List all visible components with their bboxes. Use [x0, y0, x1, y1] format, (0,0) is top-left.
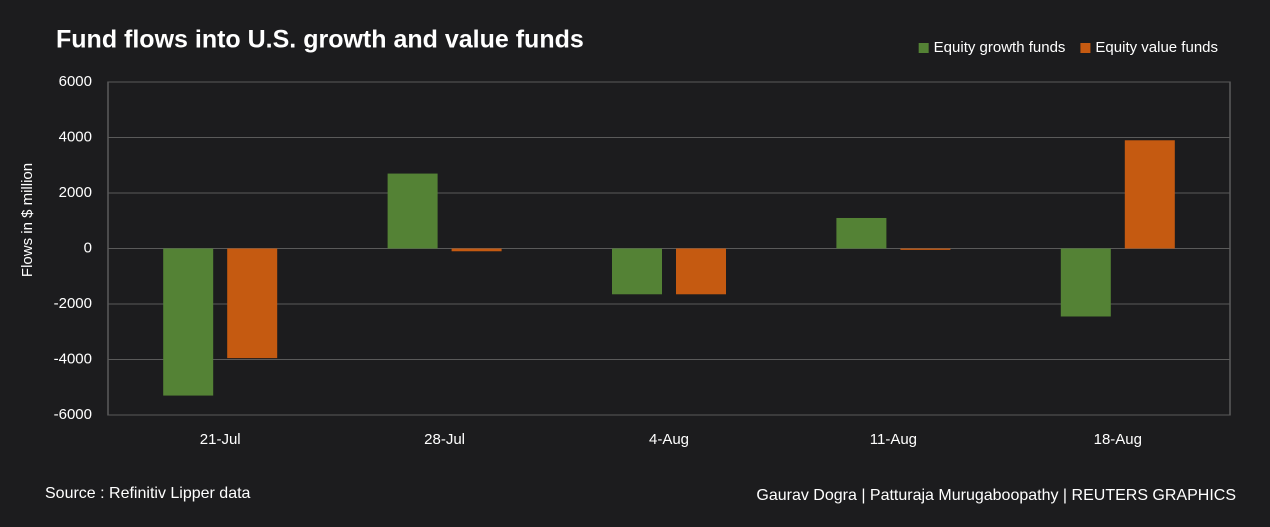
legend-swatch: [1080, 43, 1091, 53]
bar: [163, 248, 214, 396]
bar: [612, 248, 662, 295]
bar: [1060, 248, 1111, 317]
x-tick-label: 28-Jul: [424, 431, 465, 448]
credit: Gaurav Dogra | Patturaja Murugaboopathy …: [756, 487, 1236, 504]
source: Source : Refinitiv Lipper data: [45, 485, 251, 502]
bar: [387, 173, 438, 249]
y-tick-label: 0: [84, 239, 92, 256]
bar: [451, 248, 502, 252]
y-tick-label: -4000: [54, 350, 92, 367]
y-tick-label: 2000: [59, 184, 92, 201]
legend-swatch: [918, 43, 929, 53]
chart-title: Fund flows into U.S. growth and value fu…: [56, 26, 584, 54]
y-tick-label: 4000: [59, 128, 92, 145]
bar: [836, 217, 887, 249]
bar: [1124, 140, 1175, 249]
bar: [227, 248, 278, 359]
y-axis-label: Flows in $ million: [19, 163, 36, 277]
y-tick-label: 6000: [59, 73, 92, 90]
x-tick-label: 4-Aug: [649, 431, 689, 448]
legend-label: Equity value funds: [1095, 39, 1218, 56]
y-tick-label: -6000: [54, 406, 92, 423]
bar: [900, 248, 951, 250]
y-tick-label: -2000: [54, 295, 92, 312]
legend-label: Equity growth funds: [934, 39, 1066, 56]
x-tick-label: 18-Aug: [1094, 431, 1142, 448]
bar: [676, 248, 726, 295]
x-tick-label: 21-Jul: [200, 431, 241, 448]
x-tick-label: 11-Aug: [870, 431, 917, 448]
